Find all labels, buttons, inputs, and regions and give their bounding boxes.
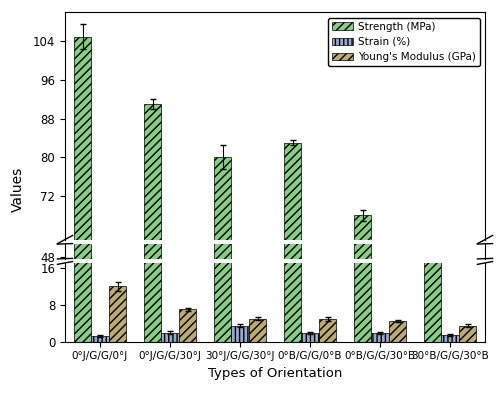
- Bar: [371, 393, 389, 399]
- Bar: [459, 389, 476, 399]
- Bar: [354, 215, 371, 412]
- Bar: [284, 0, 301, 342]
- Bar: [109, 286, 126, 342]
- Bar: [442, 335, 459, 342]
- Bar: [389, 386, 406, 399]
- Bar: [424, 341, 442, 412]
- Bar: [424, 275, 442, 399]
- Bar: [249, 319, 266, 342]
- Bar: [284, 143, 301, 412]
- Bar: [424, 147, 442, 342]
- Bar: [231, 326, 249, 342]
- Bar: [74, 0, 91, 342]
- Bar: [442, 395, 459, 399]
- Bar: [144, 0, 161, 342]
- X-axis label: Types of Orientation: Types of Orientation: [208, 367, 342, 379]
- Bar: [161, 332, 179, 342]
- Text: Values: Values: [10, 167, 24, 212]
- Bar: [319, 384, 336, 399]
- Bar: [179, 309, 196, 342]
- Bar: [354, 198, 371, 399]
- Bar: [249, 384, 266, 399]
- Bar: [179, 379, 196, 399]
- Bar: [74, 88, 91, 399]
- Bar: [301, 393, 319, 399]
- Bar: [109, 364, 126, 399]
- Bar: [91, 396, 109, 399]
- Bar: [214, 0, 231, 342]
- Legend: Strength (MPa), Strain (%), Young's Modulus (GPa): Strength (MPa), Strain (%), Young's Modu…: [328, 18, 480, 66]
- Bar: [354, 26, 371, 342]
- Bar: [231, 389, 249, 399]
- Bar: [74, 37, 91, 412]
- Bar: [91, 336, 109, 342]
- Bar: [284, 153, 301, 399]
- Bar: [371, 332, 389, 342]
- Bar: [161, 393, 179, 399]
- Bar: [144, 130, 161, 399]
- Bar: [319, 319, 336, 342]
- Bar: [214, 162, 231, 399]
- Bar: [144, 104, 161, 412]
- Bar: [214, 157, 231, 412]
- Bar: [459, 326, 476, 342]
- Bar: [389, 321, 406, 342]
- Bar: [301, 332, 319, 342]
